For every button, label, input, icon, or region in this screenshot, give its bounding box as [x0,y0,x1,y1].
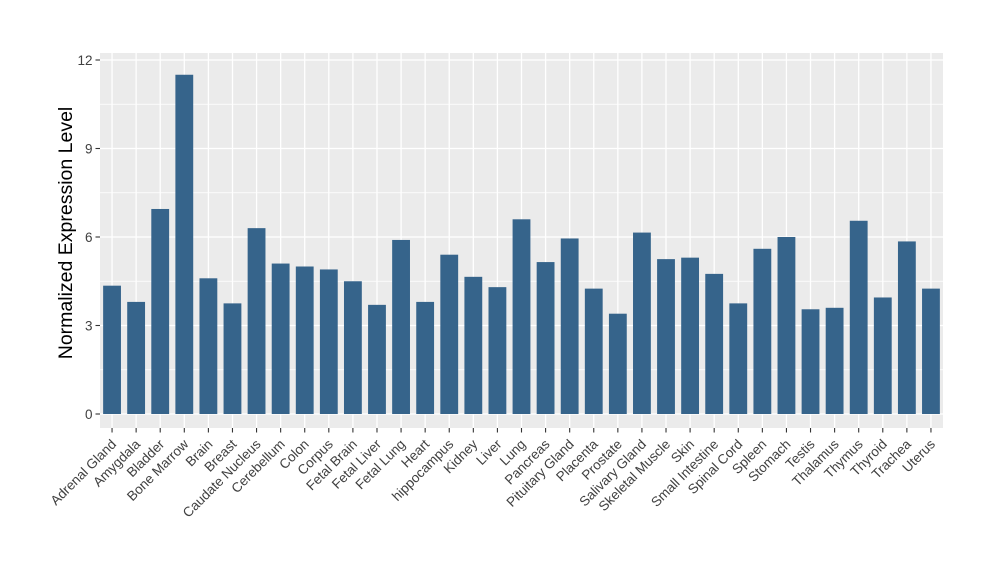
bars-layer [103,74,940,414]
bar-kidney [464,276,483,414]
bar-prostate [608,313,627,414]
bar-colon [295,266,314,414]
bar-small-intestine [705,273,724,414]
bar-caudate-nucleus [247,228,266,414]
bar-bladder [151,208,170,414]
y-tick-label-0: 0 [85,407,93,422]
bar-cerebellum [271,263,290,414]
x-tick-label-liver: Liver [473,436,505,468]
bar-placenta [584,288,603,414]
bar-trachea [897,241,916,414]
bar-fetal-lung [392,239,410,414]
bar-stomach [777,237,796,414]
bar-testis [801,309,820,414]
bar-skeletal-muscle [657,259,675,414]
bar-skin [681,257,700,414]
bar-heart [416,301,435,414]
bar-spleen [753,248,772,414]
bar-fetal-brain [343,281,362,414]
bar-breast [223,303,242,414]
bar-thyroid [873,297,892,414]
bar-thymus [849,220,868,414]
bar-uterus [922,288,940,414]
bar-bone-marrow [175,74,194,414]
y-tick-label-6: 6 [85,230,93,245]
bar-liver [488,287,507,414]
bar-salivary-gland [633,232,651,414]
bar-pancreas [536,262,555,414]
y-tick-label-12: 12 [77,53,92,68]
y-axis-title: Normalized Expression Level [55,107,77,360]
bar-amygdala [127,301,146,414]
bar-fetal-liver [368,304,386,414]
bar-hippocampus [440,254,459,414]
y-tick-label-9: 9 [85,141,93,156]
bar-lung [512,219,531,414]
bar-corpus [319,269,338,414]
bar-brain [199,278,218,414]
bar-pituitary-gland [560,238,579,414]
bar-adrenal-gland [103,285,121,414]
bar-spinal-cord [729,303,748,414]
y-tick-label-3: 3 [85,318,93,333]
bar-thalamus [825,307,844,414]
